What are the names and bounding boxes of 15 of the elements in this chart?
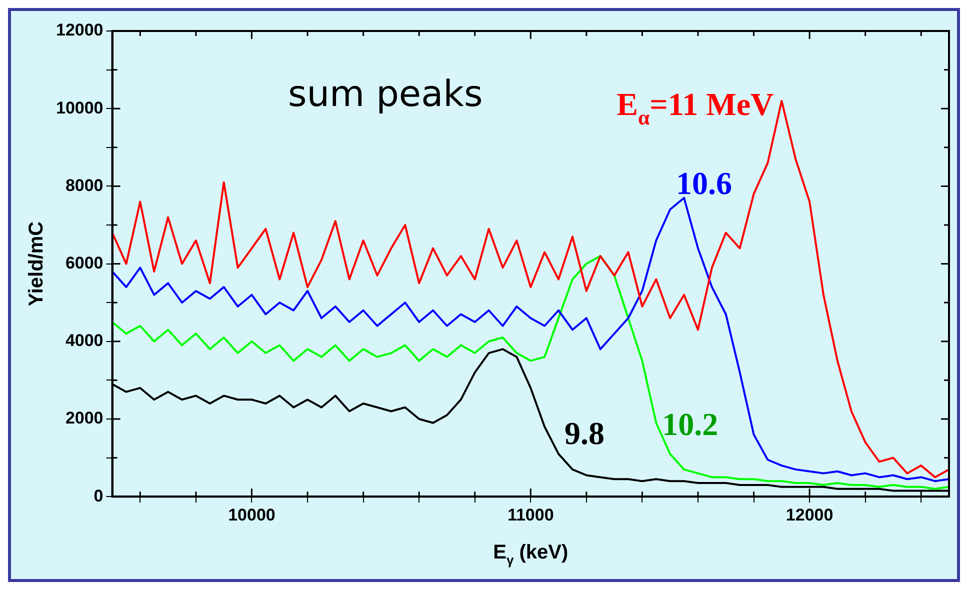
- series-label: 9.8: [564, 414, 605, 451]
- y-tick-label: 8000: [65, 176, 104, 195]
- y-tick-label: 12000: [56, 20, 104, 40]
- y-axis-title: Yield/mC: [26, 221, 48, 306]
- series-label: 10.6: [676, 164, 732, 201]
- x-tick-label: 11000: [507, 505, 554, 524]
- series-label: 10.2: [662, 406, 718, 442]
- y-tick-label: 4000: [65, 331, 104, 350]
- y-tick-label: 2000: [65, 408, 104, 428]
- text: sum peaks: [288, 74, 483, 115]
- y-tick-label: 0: [94, 486, 104, 506]
- x-tick-label: 10000: [228, 505, 276, 524]
- y-tick-label: 10000: [56, 98, 104, 118]
- y-tick-label: 6000: [65, 253, 104, 272]
- x-tick-label: 12000: [786, 505, 834, 524]
